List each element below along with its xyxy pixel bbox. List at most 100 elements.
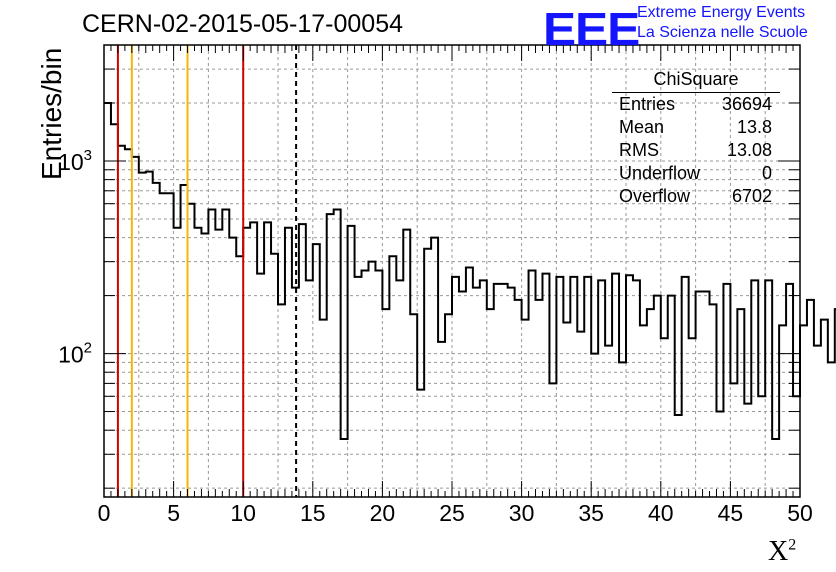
histogram-bin: [689, 338, 696, 497]
histogram-bin: [438, 342, 445, 497]
stats-row-entries: Entries 36694: [612, 93, 780, 116]
histogram-bin: [445, 314, 452, 497]
reference-lines: [116, 45, 298, 497]
stats-value: 0: [761, 163, 772, 183]
stats-title: ChiSquare: [612, 67, 780, 93]
y-tick-label-base: 10: [58, 342, 84, 368]
histogram-bin: [751, 280, 758, 497]
histogram-bin: [250, 222, 257, 497]
x-tick-label: 15: [300, 500, 326, 526]
x-axis-label: X2: [768, 536, 796, 568]
histogram-bin: [327, 214, 334, 497]
histogram-bin: [208, 209, 215, 497]
histogram-bin: [264, 222, 271, 497]
histogram-bin: [730, 383, 737, 497]
histogram-bin: [201, 234, 208, 497]
histogram-bin: [174, 228, 181, 497]
stats-value: 13.8: [736, 117, 772, 137]
histogram-bin: [222, 209, 229, 497]
x-tick-label: 0: [98, 500, 111, 526]
x-tick-label: 20: [370, 500, 396, 526]
histogram-bin: [508, 288, 515, 497]
histogram-bin: [396, 280, 403, 497]
stats-value: 13.08: [726, 140, 772, 160]
y-axis-label-container: Entries/bin: [8, 48, 67, 188]
x-tick-label: 25: [439, 500, 465, 526]
y-axis-label: Entries/bin: [36, 47, 67, 180]
plot-frame: [103, 44, 801, 498]
histogram-bin: [536, 300, 543, 497]
stats-label: Mean: [619, 117, 665, 137]
histogram-bin: [828, 362, 835, 497]
histogram-bin: [111, 124, 118, 497]
histogram-bin: [494, 284, 501, 497]
histogram-bin: [417, 390, 424, 497]
histogram: [104, 101, 836, 497]
histogram-bin: [661, 338, 668, 497]
histogram-bin: [320, 320, 327, 497]
y-tick-label-base: 10: [58, 149, 84, 175]
eee-logo: EEE: [543, 3, 640, 55]
histogram-bin: [466, 267, 473, 497]
histogram-bin: [563, 322, 570, 497]
stats-label: Overflow: [619, 186, 691, 206]
histogram-bin: [313, 244, 320, 497]
stats-label: Entries: [619, 94, 676, 114]
grid: [104, 45, 800, 497]
histogram-bin: [431, 238, 438, 497]
logo-line-2: La Scienza nelle Scuole: [637, 24, 808, 41]
stats-row-overflow: Overflow 6702: [612, 185, 780, 208]
logo-line-1: Extreme Energy Events: [637, 4, 806, 21]
histogram-bin: [584, 277, 591, 497]
histogram-bin: [146, 172, 153, 497]
stats-row-rms: RMS 13.08: [612, 139, 780, 162]
histogram-bin: [515, 300, 522, 497]
histogram-bin: [181, 185, 188, 497]
histogram-bin: [362, 270, 369, 497]
x-tick-label: 45: [718, 500, 744, 526]
histogram-bin: [160, 193, 167, 497]
histogram-bin: [341, 439, 348, 497]
stats-value: 6702: [731, 186, 772, 206]
histogram-bin: [257, 274, 264, 497]
histogram-bin: [779, 325, 786, 497]
histogram-bin: [501, 284, 508, 497]
y-tick-label-exponent: 2: [84, 340, 92, 357]
histogram-bin: [410, 314, 417, 497]
histogram-bin: [194, 228, 201, 497]
histogram-bin: [382, 309, 389, 497]
histogram-bin: [591, 354, 598, 497]
histogram-bin: [403, 230, 410, 497]
histogram-bin: [542, 274, 549, 497]
x-tick-label: 30: [509, 500, 535, 526]
histogram-bin: [167, 193, 174, 497]
histogram-bin: [487, 309, 494, 497]
stats-value: 36694: [721, 94, 772, 114]
histogram-bin: [424, 249, 431, 497]
histogram-bin: [125, 149, 132, 497]
histogram-bin: [744, 404, 751, 497]
histogram-bin: [473, 288, 480, 497]
histogram-bin: [549, 383, 556, 497]
histogram-bin: [529, 270, 536, 497]
stats-label: Underflow: [619, 163, 701, 183]
x-tick-label: 10: [230, 500, 256, 526]
histogram-bin: [278, 304, 285, 497]
x-axis-label-base: X: [768, 536, 789, 567]
histogram-bin: [577, 332, 584, 497]
histogram-bin: [522, 320, 529, 497]
histogram-bin: [389, 256, 396, 497]
histogram-bin: [375, 270, 382, 497]
histogram-bin: [459, 292, 466, 497]
histogram-bin: [139, 173, 146, 497]
histogram-bin: [104, 103, 111, 497]
histogram-bin: [654, 296, 661, 497]
histogram-bin: [368, 262, 375, 497]
histogram-bin: [703, 292, 710, 497]
histogram-bin: [772, 439, 779, 497]
histogram-bin: [556, 277, 563, 497]
histogram-bin: [243, 228, 250, 497]
stats-row-mean: Mean 13.8: [612, 116, 780, 139]
stats-row-underflow: Underflow 0: [612, 162, 780, 185]
